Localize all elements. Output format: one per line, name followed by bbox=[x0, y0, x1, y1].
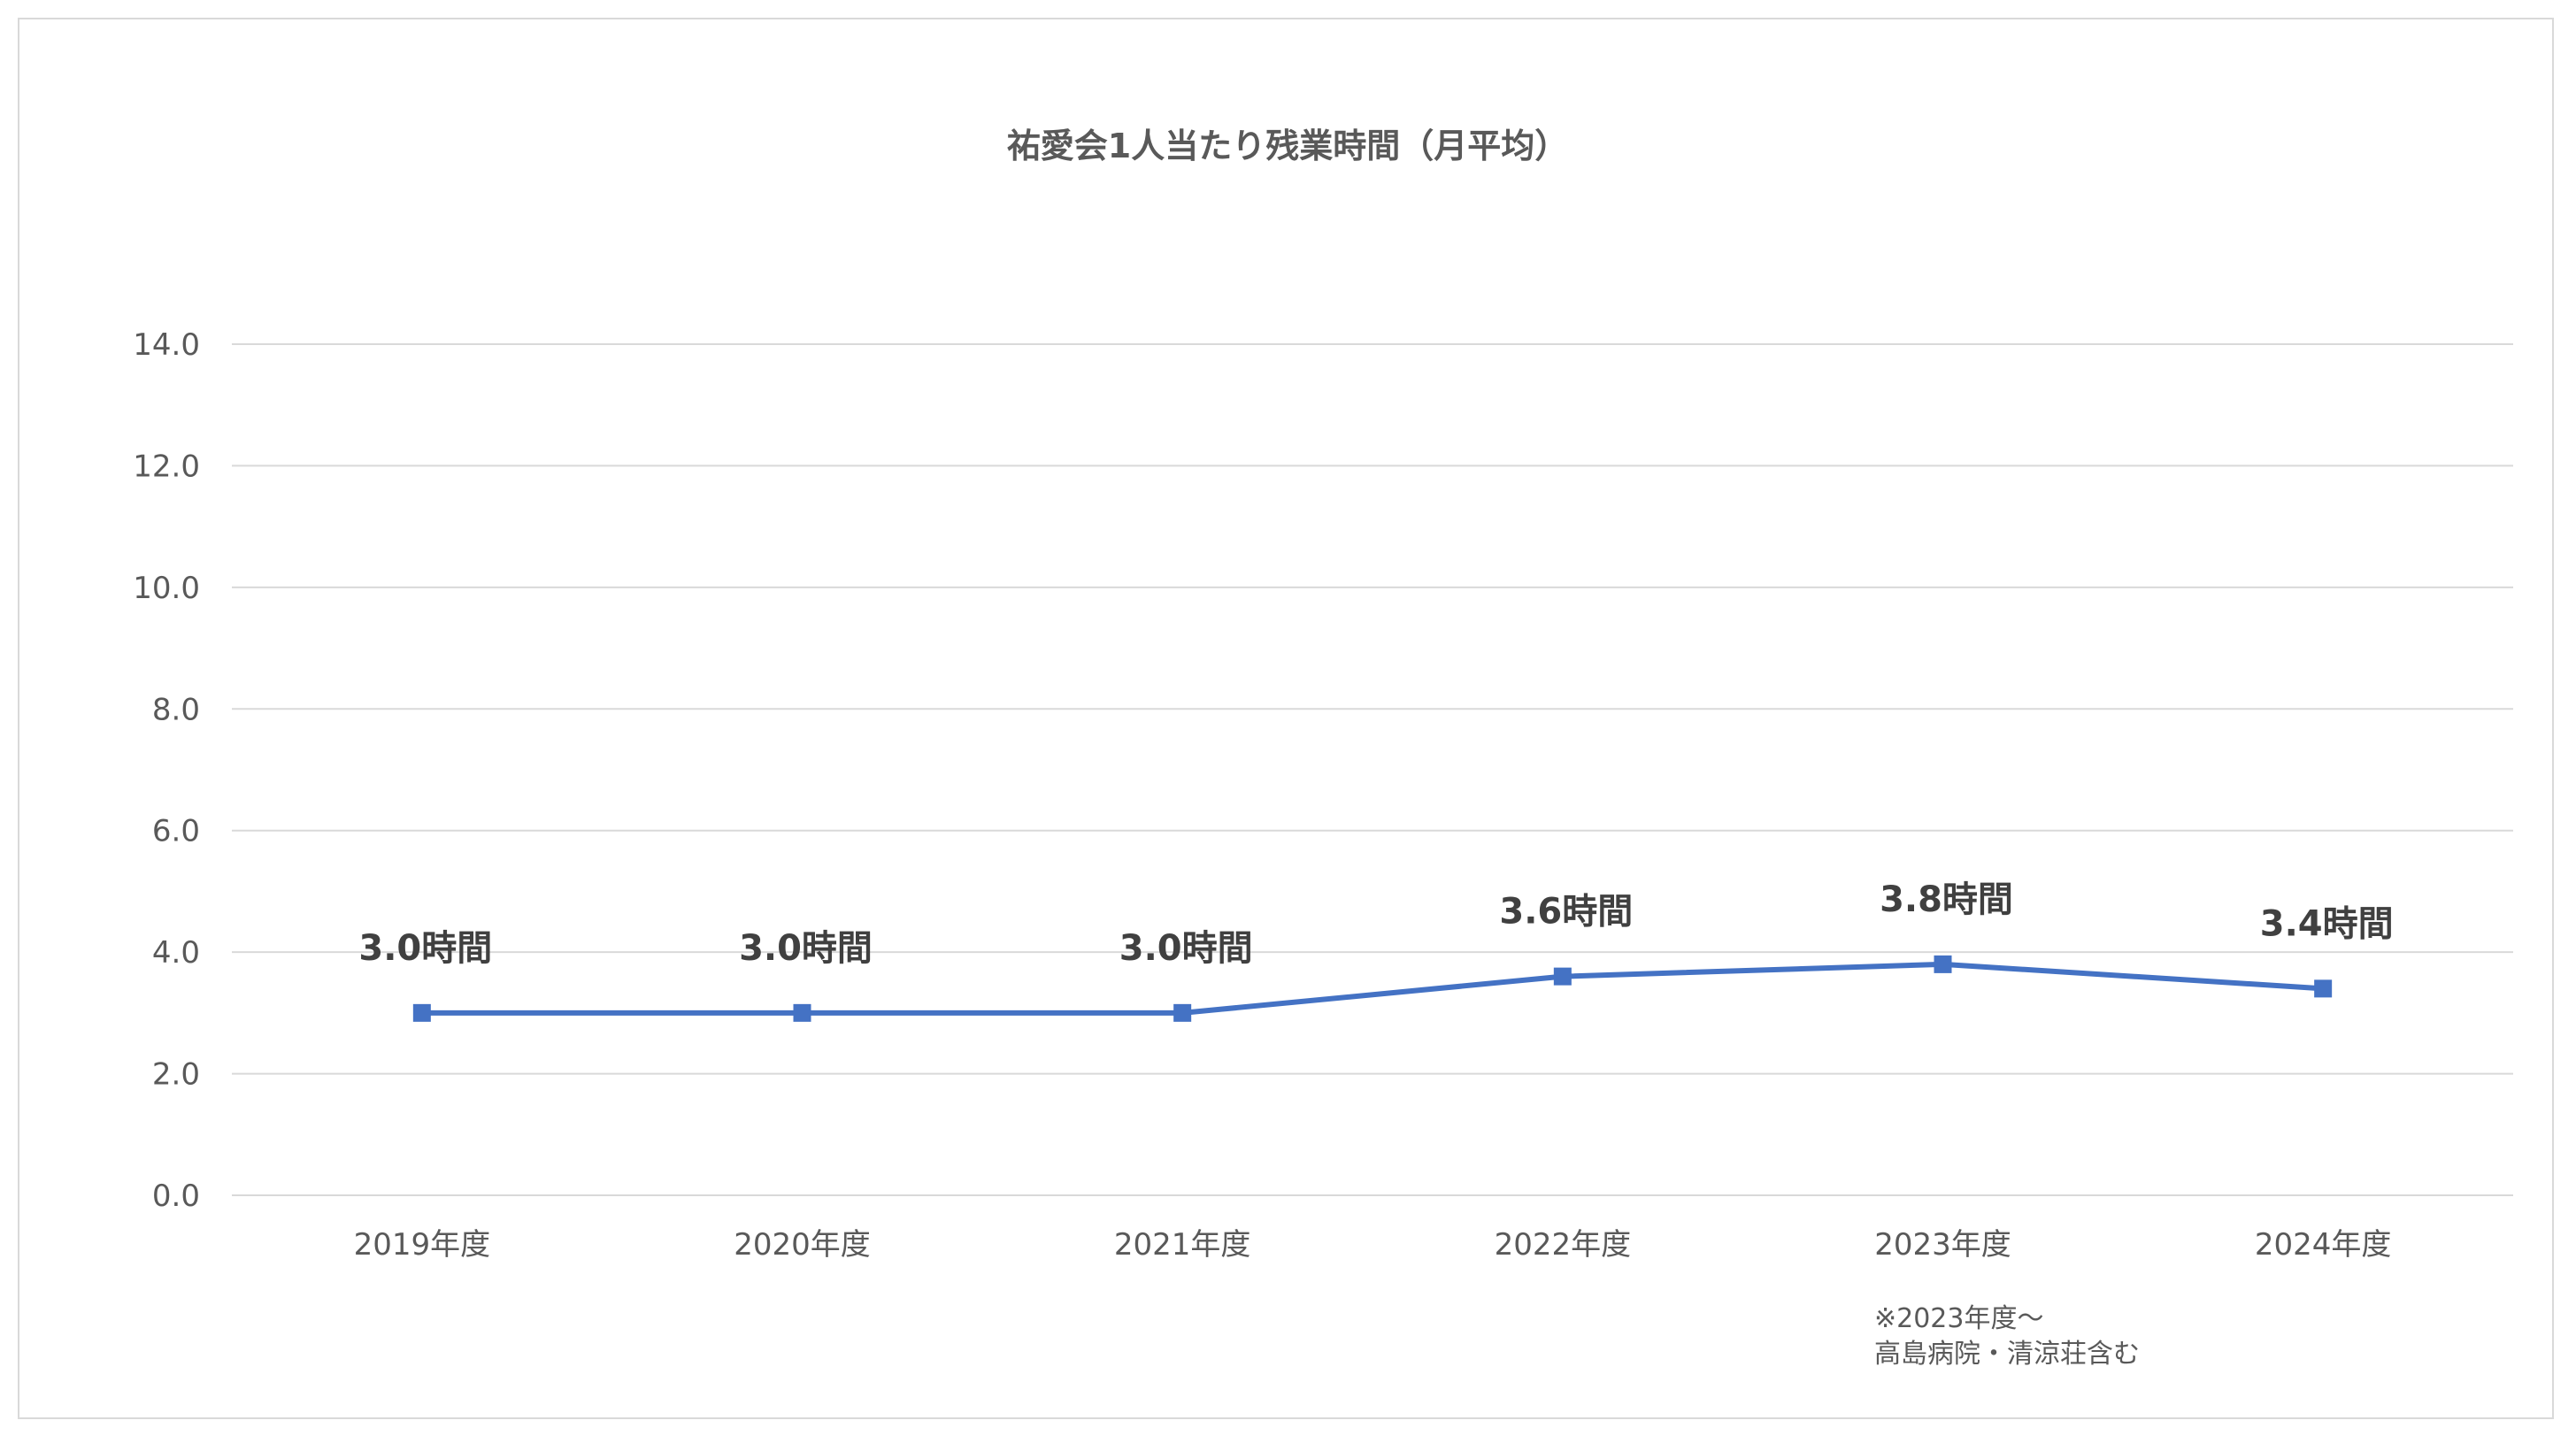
data-label: 3.0時間 bbox=[358, 928, 492, 969]
x-tick-label: 2021年度 bbox=[1114, 1227, 1251, 1263]
chart-note: ※2023年度〜高島病院・清涼荘含む bbox=[1874, 1303, 2140, 1370]
y-tick-label: 8.0 bbox=[152, 692, 200, 727]
chart-frame bbox=[18, 18, 2554, 1419]
data-label: 3.6時間 bbox=[1499, 892, 1633, 933]
y-tick-label: 6.0 bbox=[152, 814, 200, 849]
x-tick-label: 2022年度 bbox=[1495, 1227, 1632, 1263]
gridlines bbox=[232, 343, 2513, 1196]
data-label: 3.0時間 bbox=[1119, 928, 1253, 969]
note-line: ※2023年度〜 bbox=[1874, 1303, 2043, 1334]
data-point-marker bbox=[793, 1003, 811, 1022]
data-label: 3.8時間 bbox=[1880, 879, 2013, 920]
y-tick-label: 12.0 bbox=[133, 449, 200, 484]
data-labels: 3.0時間 3.0時間 3.0時間 3.6時間 3.8時間 3.4時間 bbox=[358, 879, 2393, 969]
chart-title: 祐愛会1人当たり残業時間（月平均） bbox=[1007, 127, 1568, 165]
x-tick-label: 2024年度 bbox=[2255, 1227, 2392, 1263]
y-tick-label: 10.0 bbox=[133, 571, 200, 606]
data-point-marker bbox=[2314, 979, 2333, 998]
y-tick-label: 0.0 bbox=[152, 1178, 200, 1214]
data-point-marker bbox=[412, 1003, 431, 1022]
x-tick-label: 2023年度 bbox=[1874, 1227, 2011, 1263]
data-label: 3.0時間 bbox=[739, 928, 873, 969]
data-label: 3.4時間 bbox=[2260, 903, 2394, 944]
note-line: 高島病院・清涼荘含む bbox=[1874, 1339, 2140, 1370]
y-axis-tick-labels: 0.0 2.0 4.0 6.0 8.0 10.0 12.0 14.0 bbox=[133, 327, 200, 1214]
data-point-marker bbox=[1934, 955, 1952, 973]
data-point-marker bbox=[1553, 967, 1572, 986]
x-tick-label: 2020年度 bbox=[734, 1227, 871, 1263]
series-line bbox=[421, 961, 2324, 1016]
y-tick-label: 2.0 bbox=[152, 1057, 200, 1093]
data-point-marker bbox=[1173, 1003, 1192, 1022]
x-tick-label: 2019年度 bbox=[354, 1227, 491, 1263]
x-axis-tick-labels: 2019年度 2020年度 2021年度 2022年度 2023年度 2024年度 bbox=[354, 1227, 2392, 1263]
y-tick-label: 4.0 bbox=[152, 935, 200, 971]
y-tick-label: 14.0 bbox=[133, 327, 200, 363]
series-overtime bbox=[412, 955, 2333, 1022]
